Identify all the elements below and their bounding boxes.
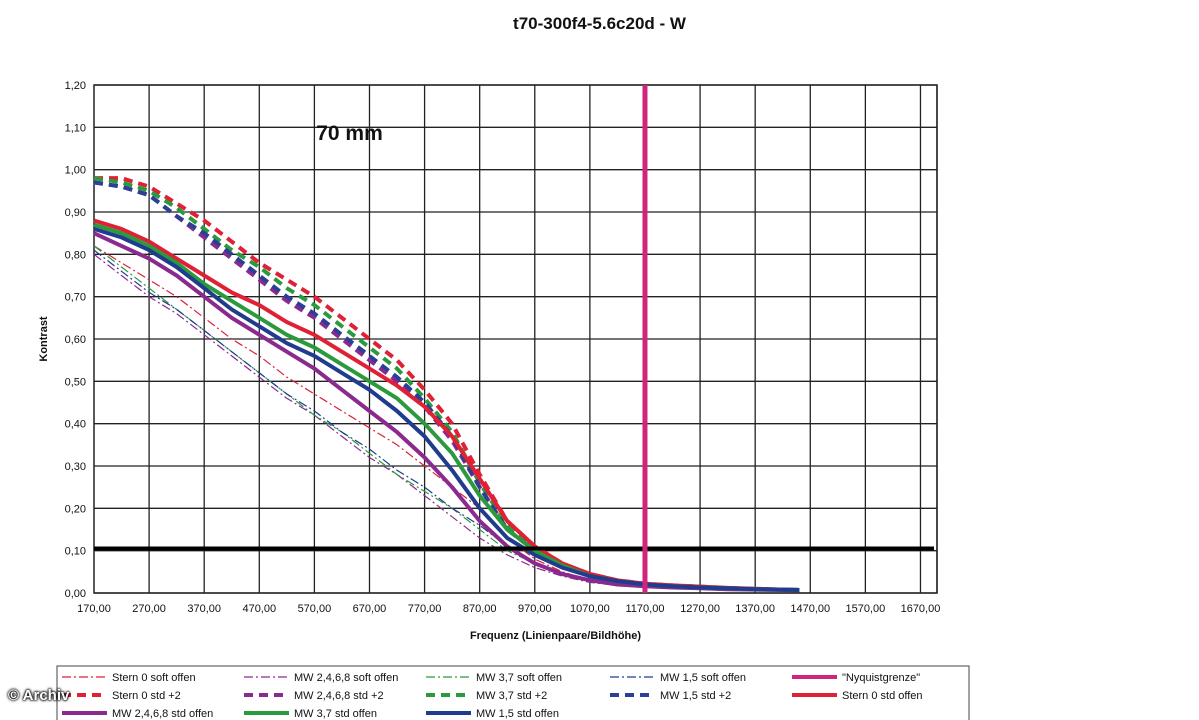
- x-tick-label: 770,00: [408, 603, 442, 615]
- x-tick-label: 870,00: [463, 603, 497, 615]
- y-tick-label: 0,10: [65, 546, 86, 558]
- y-tick-label: 0,90: [65, 207, 86, 219]
- y-tick-label: 0,60: [65, 334, 86, 346]
- x-tick-label: 1270,00: [680, 603, 720, 615]
- watermark: © Archiv: [8, 687, 70, 704]
- y-tick-label: 0,40: [65, 419, 86, 431]
- x-tick-label: 1170,00: [626, 603, 665, 615]
- y-tick-label: 1,00: [65, 165, 86, 177]
- x-tick-label: 170,00: [77, 603, 111, 615]
- legend-label: MW 3,7 std +2: [476, 690, 547, 702]
- legend-label: "Nyquistgrenze": [842, 672, 920, 684]
- x-tick-label: 970,00: [518, 603, 552, 615]
- chart-title: t70-300f4-5.6c20d - W: [513, 14, 686, 33]
- legend-label: MW 1,5 soft offen: [660, 672, 746, 684]
- focal-length-annotation: 70 mm: [316, 122, 383, 145]
- x-tick-label: 570,00: [298, 603, 332, 615]
- series-line-12: [93, 226, 800, 592]
- y-tick-label: 0,80: [65, 249, 86, 261]
- y-tick-label: 1,10: [65, 122, 86, 134]
- y-tick-label: 0,20: [65, 503, 86, 515]
- legend-label: MW 2,4,6,8 std +2: [294, 690, 384, 702]
- y-tick-label: 0,00: [65, 588, 86, 600]
- legend-label: Stern 0 std +2: [112, 690, 181, 702]
- x-tick-label: 670,00: [353, 603, 387, 615]
- legend-label: MW 3,7 soft offen: [476, 672, 562, 684]
- y-tick-label: 0,50: [65, 376, 86, 388]
- legend-label: Stern 0 soft offen: [112, 672, 196, 684]
- x-tick-label: 1570,00: [845, 603, 885, 615]
- legend-label: MW 2,4,6,8 std offen: [112, 708, 213, 720]
- x-tick-label: 370,00: [187, 603, 221, 615]
- legend-label: MW 2,4,6,8 soft offen: [294, 672, 398, 684]
- legend-label: MW 1,5 std +2: [660, 690, 731, 702]
- y-tick-label: 0,70: [65, 292, 86, 304]
- y-tick-label: 0,30: [65, 461, 86, 473]
- legend-label: MW 3,7 std offen: [294, 708, 377, 720]
- x-tick-label: 270,00: [132, 603, 166, 615]
- x-tick-label: 1070,00: [570, 603, 610, 615]
- x-tick-label: 1470,00: [790, 603, 830, 615]
- x-tick-label: 1670,00: [901, 603, 941, 615]
- x-axis-label: Frequenz (Linienpaare/Bildhöhe): [470, 630, 641, 642]
- x-tick-label: 1370,00: [735, 603, 775, 615]
- x-tick-label: 470,00: [242, 603, 276, 615]
- legend-label: Stern 0 std offen: [842, 690, 923, 702]
- y-axis-label: Kontrast: [38, 316, 50, 362]
- y-tick-label: 1,20: [65, 80, 86, 92]
- legend-label: MW 1,5 std offen: [476, 708, 559, 720]
